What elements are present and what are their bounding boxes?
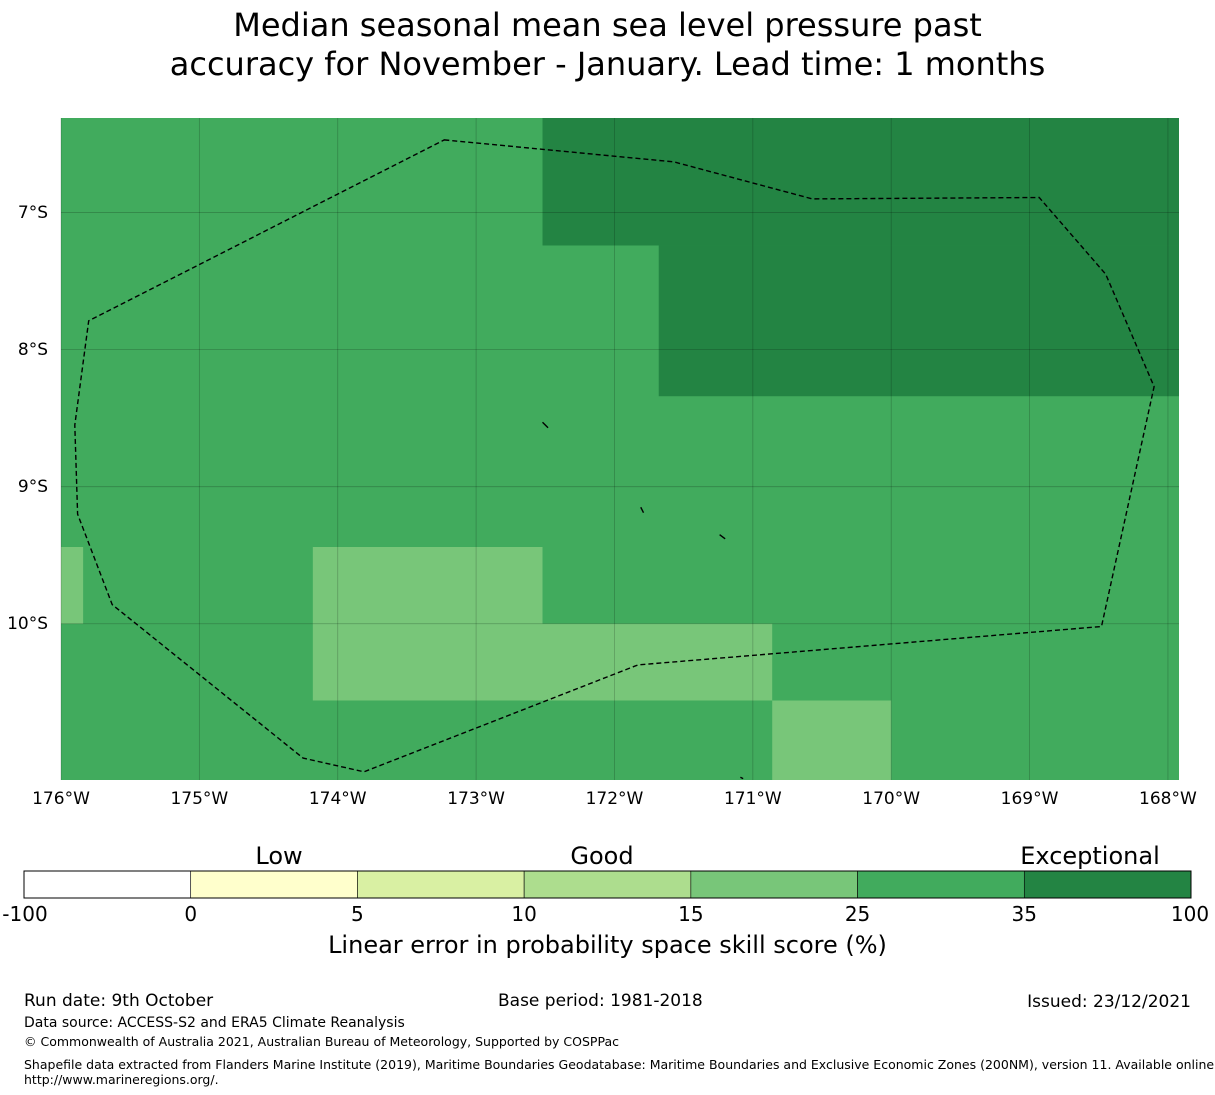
colorbar-segment: [23, 870, 192, 899]
colorbar: [23, 870, 1192, 899]
map-cell: [312, 546, 543, 624]
colorbar-tick-label: 25: [844, 902, 871, 926]
latitude-tick-label: 8°S: [17, 339, 48, 360]
island-outline: [719, 534, 726, 540]
shapefile-credit-line-1: Shapefile data extracted from Flanders M…: [24, 1057, 1215, 1072]
chart-title: Median seasonal mean sea level pressure …: [0, 6, 1215, 84]
data-source: Data source: ACCESS-S2 and ERA5 Climate …: [24, 1015, 405, 1031]
longitude-tick-label: 175°W: [170, 789, 229, 809]
shapefile-credit-line-2: http://www.marineregions.org/.: [24, 1072, 219, 1087]
map-gridlines: [60, 118, 1179, 780]
map-cell: [312, 623, 773, 701]
copyright: © Commonwealth of Australia 2021, Austra…: [24, 1034, 619, 1049]
colorbar-tick-label: 10: [511, 902, 537, 926]
eez-boundary-layer: [74, 139, 1155, 773]
latitude-tick-label: 9°S: [17, 476, 48, 497]
island-outline: [640, 506, 645, 514]
colorbar-segment: [690, 870, 858, 899]
longitude-tick-label: 172°W: [585, 789, 644, 809]
colorbar-segment: [1023, 870, 1192, 899]
map-cells: [61, 118, 1179, 780]
colorbar-label-exceptional: Exceptional: [1020, 842, 1160, 870]
title-line-2: accuracy for November - January. Lead ti…: [169, 45, 1046, 83]
colorbar-tick-label: 100: [1170, 902, 1210, 926]
longitude-tick-label: 168°W: [1139, 789, 1197, 809]
colorbar-tick-label: 5: [351, 902, 364, 926]
colorbar-label-low: Low: [255, 842, 303, 870]
colorbar-segment: [523, 870, 692, 899]
colorbar-label-good: Good: [570, 842, 634, 870]
base-period: Base period: 1981-2018: [498, 991, 703, 1011]
longitude-tick-label: 170°W: [862, 789, 921, 809]
map-cell: [772, 700, 892, 780]
colorbar-tick-label: 0: [184, 902, 198, 926]
colorbar-tick-label: -100: [2, 902, 48, 926]
latitude-tick-label: 10°S: [7, 613, 48, 634]
longitude-tick-label: 171°W: [723, 789, 782, 809]
title-line-1: Median seasonal mean sea level pressure …: [233, 6, 982, 44]
colorbar-tick-label: 15: [678, 902, 704, 926]
colorbar-segment: [357, 870, 525, 899]
colorbar-segment: [857, 870, 1025, 899]
map-cell: [61, 546, 84, 624]
islands-layer: [542, 421, 744, 780]
colorbar-tick-label: 35: [1011, 902, 1038, 926]
colorbar-title: Linear error in probability space skill …: [328, 931, 887, 959]
issued-date: Issued: 23/12/2021: [1027, 992, 1191, 1012]
longitude-tick-label: 169°W: [1000, 789, 1059, 809]
longitude-tick-label: 174°W: [308, 789, 367, 809]
longitude-tick-label: 176°W: [32, 789, 90, 809]
map-cell: [542, 118, 1179, 246]
eez-boundary: [74, 139, 1155, 773]
colorbar-segment: [190, 870, 358, 899]
colorbar-frame: [23, 870, 1192, 899]
longitude-tick-label: 173°W: [447, 789, 505, 809]
island-outline: [542, 421, 549, 429]
map-cell: [658, 245, 1179, 397]
island-outline: [740, 776, 744, 780]
latitude-tick-label: 7°S: [17, 202, 48, 223]
run-date: Run date: 9th October: [24, 991, 214, 1011]
